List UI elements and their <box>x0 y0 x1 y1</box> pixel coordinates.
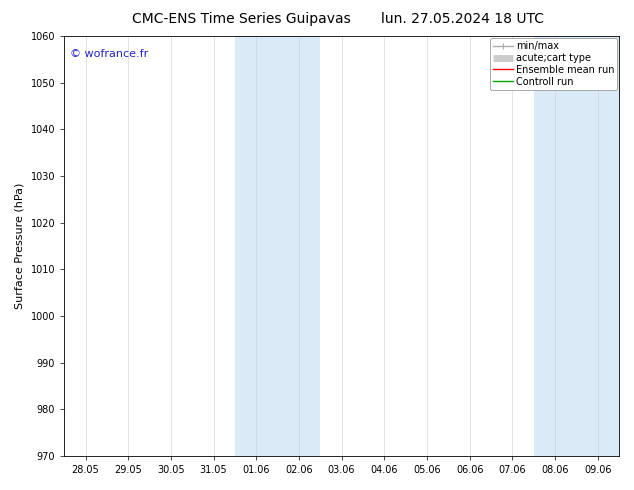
Text: lun. 27.05.2024 18 UTC: lun. 27.05.2024 18 UTC <box>381 12 545 26</box>
Bar <box>235 36 320 456</box>
Text: CMC-ENS Time Series Guipavas: CMC-ENS Time Series Guipavas <box>131 12 351 26</box>
Text: © wofrance.fr: © wofrance.fr <box>70 49 148 59</box>
Bar <box>534 36 619 456</box>
Legend: min/max, acute;cart type, Ensemble mean run, Controll run: min/max, acute;cart type, Ensemble mean … <box>490 38 617 90</box>
Y-axis label: Surface Pressure (hPa): Surface Pressure (hPa) <box>15 183 25 309</box>
